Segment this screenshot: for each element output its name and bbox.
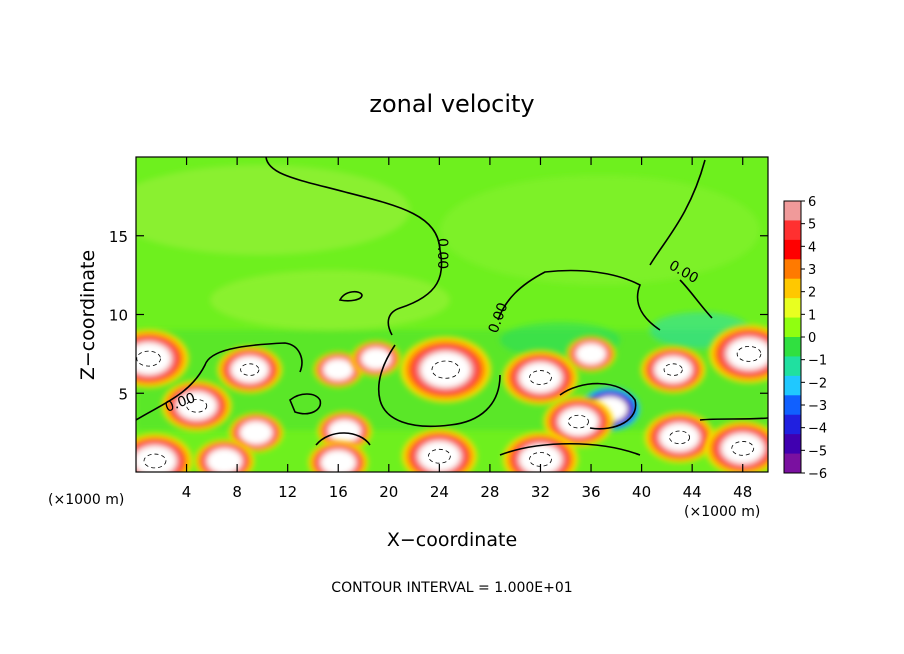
- colorbar-swatch-3: [784, 259, 801, 280]
- colorbar-swatch-5: [784, 298, 801, 319]
- feature-contour-11: [567, 414, 589, 429]
- colorbar-swatch-12: [784, 434, 801, 455]
- feature-contour-0: [136, 350, 161, 367]
- feature-14: [709, 324, 768, 383]
- colorbar-swatch-11: [784, 414, 801, 435]
- feature-19: [503, 432, 578, 472]
- colorbar-swatch-4: [784, 278, 801, 299]
- colorbar-swatch-13: [784, 453, 801, 474]
- x-tick-label-5: 24: [430, 483, 449, 501]
- feature-contour-7: [431, 360, 460, 379]
- feature-5: [313, 352, 363, 388]
- x-tick-label-1: 8: [232, 483, 242, 501]
- colorbar-swatch-7: [784, 337, 801, 357]
- colorbar-tick-label-11: −5: [808, 444, 827, 459]
- plot-area: 0.00 0.00 0.00 0.00: [136, 157, 768, 472]
- colorbar-tick-label-9: −3: [808, 399, 827, 414]
- colorbar-tick-label-10: −4: [808, 422, 827, 437]
- x-axis-ticks: 4 8 12 16 20 24 28 32 36 40 44 48: [182, 157, 752, 501]
- colorbar-swatch-9: [784, 375, 801, 396]
- feature-3: [229, 413, 284, 453]
- feature-contour-15: [143, 453, 167, 469]
- colorbar-tick-label-5: 1: [808, 308, 816, 323]
- colorbar: 6 5 4 3 2 1 0 −1 −2 −3 −4 −5 −6: [783, 195, 827, 482]
- x-tick-label-11: 48: [733, 483, 752, 501]
- x-unit-left: (×1000 m): [48, 492, 124, 508]
- colorbar-tick-label-2: 4: [808, 240, 816, 255]
- feature-4: [317, 411, 372, 451]
- colorbar-tick-label-1: 5: [808, 218, 816, 233]
- colorbar-swatch-1: [784, 220, 801, 241]
- feature-contour-14: [736, 345, 762, 362]
- colorbar-swatch-2: [784, 239, 801, 260]
- feature-16: [194, 439, 255, 472]
- feature-15: [136, 433, 193, 472]
- x-tick-label-7: 32: [531, 483, 550, 501]
- feature-18: [401, 429, 477, 472]
- feature-12: [641, 346, 706, 393]
- feature-2: [217, 346, 282, 393]
- y-tick-label-2: 15: [109, 228, 128, 246]
- x-tick-label-2: 12: [278, 483, 297, 501]
- x-tick-label-9: 40: [632, 483, 651, 501]
- x-tick-label-10: 44: [683, 483, 702, 501]
- colorbar-tick-label-4: 2: [808, 286, 816, 301]
- feature-contour-1: [186, 399, 208, 413]
- colorbar-tick-label-3: 3: [808, 263, 816, 278]
- feature-20: [705, 421, 768, 472]
- feature-contour-8: [529, 370, 552, 385]
- y-axis-label: Z−coordinate: [77, 250, 99, 380]
- x-tick-label-3: 16: [329, 483, 348, 501]
- contour-interval: CONTOUR INTERVAL = 1.000E+01: [331, 580, 572, 596]
- x-tick-label-4: 20: [379, 483, 398, 501]
- x-tick-label-6: 28: [480, 483, 499, 501]
- colorbar-tick-label-6: 0: [808, 331, 816, 346]
- colorbar-swatch-10: [784, 395, 801, 416]
- feature-contour-2: [240, 363, 260, 376]
- feature-contour-13: [669, 430, 691, 445]
- feature-contour-20: [731, 441, 755, 456]
- feature-contour-12: [663, 363, 683, 376]
- y-axis-ticks: 5 10 15: [109, 228, 768, 403]
- feature-0: [136, 329, 189, 388]
- x-tick-label-8: 36: [581, 483, 600, 501]
- colorbar-swatch-6: [784, 317, 801, 338]
- x-axis-label: X−coordinate: [387, 529, 517, 551]
- colorbar-tick-label-7: −1: [808, 354, 827, 369]
- feature-9: [566, 336, 616, 372]
- colorbar-swatch-8: [784, 356, 801, 377]
- contour-lines: [136, 157, 768, 456]
- x-unit-right: (×1000 m): [684, 504, 760, 520]
- chart-title: zonal velocity: [369, 90, 534, 118]
- contour-label-1: 0.00: [434, 238, 450, 269]
- y-tick-label-0: 5: [118, 385, 128, 403]
- feature-8: [503, 350, 578, 405]
- y-tick-label-1: 10: [109, 307, 128, 325]
- colorbar-swatch-0: [784, 201, 801, 221]
- feature-7: [400, 336, 491, 403]
- colorbar-tick-label-12: −6: [808, 467, 827, 482]
- colorbar-tick-label-0: 6: [808, 195, 816, 210]
- feature-contour-18: [427, 448, 451, 464]
- colorbar-tick-label-8: −2: [808, 376, 827, 391]
- feature-1: [161, 380, 232, 432]
- feature-13: [644, 412, 715, 463]
- velocity-features: [136, 324, 768, 472]
- feature-11: [543, 396, 614, 447]
- x-tick-label-0: 4: [182, 483, 192, 501]
- feature-17: [308, 441, 368, 472]
